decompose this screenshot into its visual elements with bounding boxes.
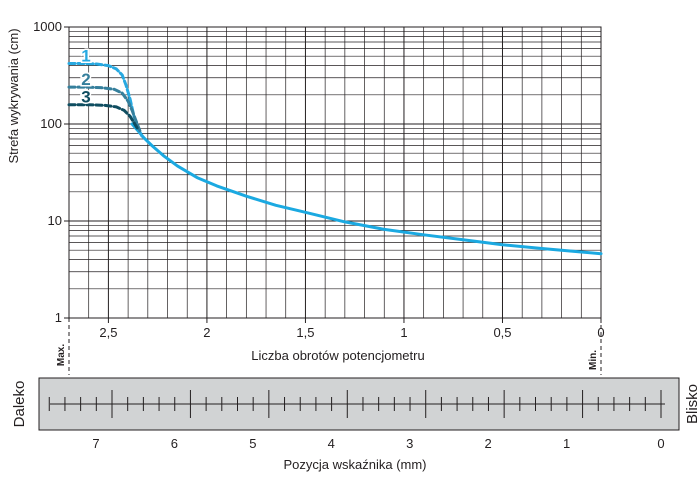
position-scale-title: Pozycja wskaźnika (mm) bbox=[283, 457, 426, 472]
min-label: Min. bbox=[588, 350, 599, 370]
y-axis-label: Strefa wykrywania (cm) bbox=[6, 28, 21, 163]
y-axis-ticks: 1 10 100 1000 bbox=[33, 19, 69, 325]
series-label-3: 3 bbox=[81, 88, 90, 107]
series-line-3 bbox=[67, 103, 140, 131]
y-tick-label: 10 bbox=[48, 213, 62, 228]
x-tick-label: 0,5 bbox=[493, 325, 511, 340]
position-scale-tick-label: 4 bbox=[328, 436, 335, 451]
position-scale-tick-label: 7 bbox=[92, 436, 99, 451]
series-label-2: 2 bbox=[81, 70, 90, 89]
position-scale-ticks bbox=[48, 390, 662, 418]
position-scale-tick-label: 5 bbox=[249, 436, 256, 451]
x-tick-label: 1,5 bbox=[296, 325, 314, 340]
position-scale-tick-labels: 7 6 5 4 3 2 1 0 bbox=[92, 436, 664, 451]
series-group bbox=[67, 62, 603, 256]
series-line-2 bbox=[67, 85, 142, 133]
position-scale-tick-label: 1 bbox=[563, 436, 570, 451]
y-tick-label: 100 bbox=[40, 116, 62, 131]
plot-frame bbox=[68, 26, 602, 319]
x-axis-label: Liczba obrotów potencjometru bbox=[251, 348, 424, 363]
series-line-1 bbox=[67, 62, 144, 138]
far-label: Daleko bbox=[11, 381, 28, 428]
position-scale-tick-label: 2 bbox=[485, 436, 492, 451]
position-scale-tick-label: 6 bbox=[171, 436, 178, 451]
position-scale-tick-label: 3 bbox=[406, 436, 413, 451]
x-tick-label: 1 bbox=[400, 325, 407, 340]
y-tick-label: 1 bbox=[55, 310, 62, 325]
y-tick-label: 1000 bbox=[33, 19, 62, 34]
series-labels: 1 23 bbox=[80, 45, 92, 108]
x-axis-ticks: 2,521,510,50 bbox=[99, 318, 605, 340]
series-label-1: 1 bbox=[81, 47, 90, 66]
grid bbox=[68, 26, 602, 319]
x-tick-label: 2 bbox=[203, 325, 210, 340]
series-line-main bbox=[130, 122, 603, 256]
x-tick-label: 2,5 bbox=[99, 325, 117, 340]
position-scale-tick-label: 0 bbox=[657, 436, 664, 451]
near-label: Blisko bbox=[684, 384, 699, 424]
max-label: Max. bbox=[56, 344, 67, 366]
